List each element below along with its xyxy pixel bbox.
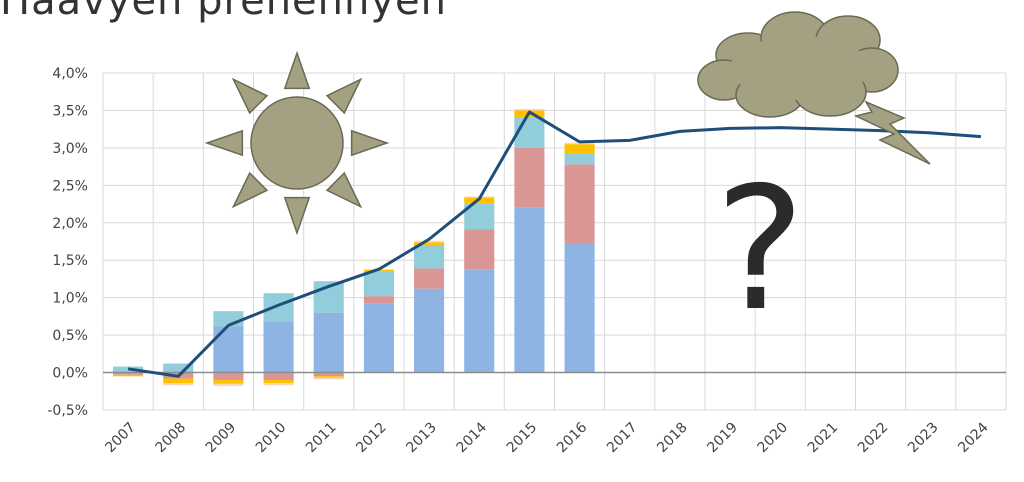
cloud-icon bbox=[697, 11, 899, 118]
sun-ray bbox=[231, 171, 269, 209]
x-tick-label: 2020 bbox=[755, 420, 792, 457]
sun-ray bbox=[231, 77, 269, 115]
bar-segment bbox=[464, 229, 495, 270]
bar-segment bbox=[564, 153, 595, 165]
x-tick-label: 2024 bbox=[955, 419, 992, 456]
x-tick-label: 2012 bbox=[353, 420, 390, 457]
y-tick-label: 1,0% bbox=[52, 291, 88, 307]
bar-segment bbox=[564, 242, 595, 373]
bar-segment bbox=[313, 372, 344, 377]
x-tick-labels: 2007 2008 2009 2010 2011 2012 2013 2014 2015 2016… bbox=[102, 419, 991, 456]
y-tick-labels: -0,5% 0,0% 0,5% 1,0% 1,5% 2,0% 2,5% 3,0% 3,5% 4,0… bbox=[47, 66, 88, 419]
bar-segment bbox=[363, 271, 394, 297]
x-tick-label: 2022 bbox=[855, 420, 892, 457]
sun-ray bbox=[350, 129, 390, 157]
question-mark-annotation: ? bbox=[715, 151, 805, 349]
bar-segment bbox=[363, 303, 394, 373]
y-tick-label: 0,0% bbox=[52, 366, 88, 382]
bar-segment bbox=[213, 326, 244, 373]
line-layer bbox=[127, 110, 982, 378]
bar-segment bbox=[263, 293, 294, 322]
bar-segment bbox=[514, 117, 545, 148]
y-tick-label: 2,0% bbox=[52, 216, 88, 232]
x-tick-label: 2011 bbox=[303, 420, 340, 457]
bars bbox=[113, 108, 595, 387]
bar-segment bbox=[514, 147, 545, 208]
bar-segment bbox=[414, 288, 445, 373]
bar-segment bbox=[464, 269, 495, 373]
sun-ray bbox=[325, 171, 363, 209]
bar-segment bbox=[564, 164, 595, 243]
sun-icon bbox=[204, 50, 390, 236]
x-tick-label: 2015 bbox=[504, 420, 541, 457]
y-tick-label: 0,5% bbox=[52, 328, 88, 344]
x-tick-label: 2021 bbox=[805, 420, 842, 457]
bar-segment bbox=[263, 372, 294, 381]
bar-segment bbox=[514, 207, 545, 373]
bar-segment bbox=[113, 374, 144, 377]
lightning-icon bbox=[853, 100, 931, 165]
bar-segment bbox=[414, 242, 445, 246]
x-tick-label: 2019 bbox=[704, 420, 741, 457]
bar-segment bbox=[414, 240, 445, 243]
bar-segment bbox=[213, 372, 244, 381]
trend-line bbox=[127, 110, 982, 378]
y-tick-label: 3,0% bbox=[52, 141, 88, 157]
bar-segment bbox=[263, 380, 294, 384]
y-tick-label: 3,5% bbox=[52, 103, 88, 119]
y-tick-label: 2,5% bbox=[52, 178, 88, 194]
bar-segment bbox=[514, 108, 545, 111]
bar-segment bbox=[313, 312, 344, 373]
x-tick-label: 2017 bbox=[604, 420, 641, 457]
x-tick-label: 2016 bbox=[554, 419, 591, 456]
bar-segment bbox=[163, 363, 194, 373]
sun-ray bbox=[204, 129, 244, 157]
bar-segment bbox=[564, 144, 595, 154]
x-tick-label: 2014 bbox=[454, 419, 491, 456]
bar-segment bbox=[213, 383, 244, 387]
x-tick-label: 2013 bbox=[403, 420, 440, 457]
x-tick-label: 2023 bbox=[905, 420, 942, 457]
bar-segment bbox=[213, 380, 244, 384]
sun-rays bbox=[204, 50, 390, 236]
bar-segment bbox=[313, 376, 344, 378]
sun-ray bbox=[283, 196, 311, 236]
x-tick-label: 2009 bbox=[203, 420, 240, 457]
x-tick-label: 2007 bbox=[102, 420, 139, 457]
bar-segment bbox=[163, 383, 194, 386]
x-tick-label: 2010 bbox=[253, 420, 290, 457]
sun-ray bbox=[325, 77, 363, 115]
bar-segment bbox=[263, 321, 294, 373]
x-tick-label: 2008 bbox=[153, 420, 190, 457]
bar-segment bbox=[263, 383, 294, 386]
sun-ray bbox=[283, 50, 311, 90]
y-tick-label: 1,5% bbox=[52, 253, 88, 269]
x-tick-label: 2018 bbox=[654, 420, 691, 457]
bar-segment bbox=[113, 372, 144, 375]
bar-segment bbox=[163, 378, 194, 384]
bar-segment bbox=[363, 296, 394, 304]
page-heading: Haavyen prehenhyen bbox=[0, 0, 447, 24]
y-tick-label: -0,5% bbox=[47, 403, 88, 419]
bar-segment bbox=[414, 268, 445, 289]
y-tick-label: 4,0% bbox=[52, 66, 88, 82]
bar-segment bbox=[313, 377, 344, 380]
bar-segment bbox=[414, 245, 445, 269]
